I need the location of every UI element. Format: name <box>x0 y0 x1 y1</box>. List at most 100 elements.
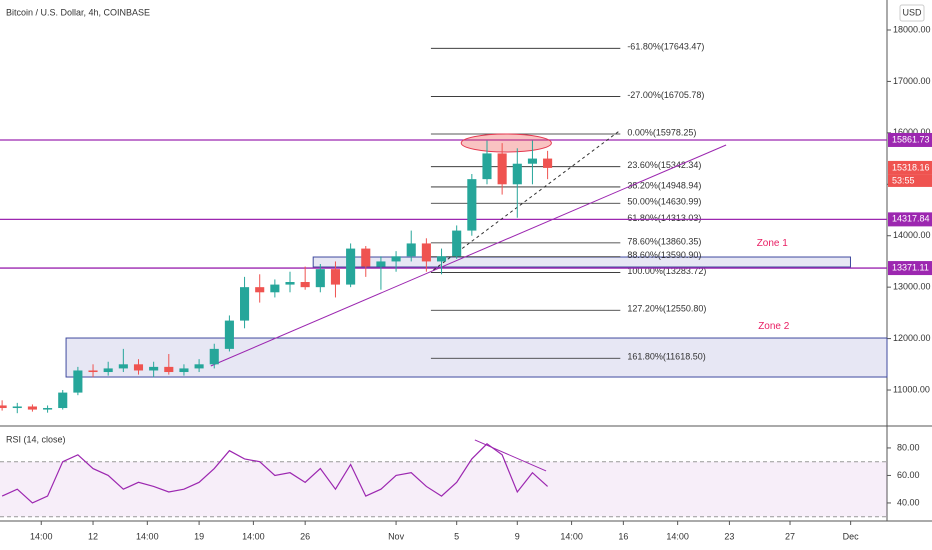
candle-body <box>421 243 431 262</box>
x-tick-label: 5 <box>454 531 459 541</box>
candle-body <box>103 368 113 373</box>
candle-body <box>527 158 537 164</box>
y-tick-label: 60.00 <box>897 470 920 480</box>
rsi-band <box>0 461 887 517</box>
candle-body <box>406 243 416 257</box>
candle-body <box>361 248 371 267</box>
candle-body <box>315 269 325 288</box>
currency: USD <box>902 7 922 17</box>
candle-body <box>194 364 204 369</box>
x-tick-label: 14:00 <box>30 531 53 541</box>
fib-label: 50.00%(14630.99) <box>627 197 701 207</box>
x-tick-label: 12 <box>88 531 98 541</box>
candle-body <box>285 282 295 285</box>
candle-body <box>73 370 83 393</box>
x-tick-label: 9 <box>515 531 520 541</box>
x-tick-label: 14:00 <box>136 531 159 541</box>
candle-body <box>467 179 477 231</box>
y-tick-label: 40.00 <box>897 497 920 507</box>
zone-box <box>65 337 888 378</box>
y-tick-label: 18000.00 <box>893 24 931 34</box>
candle-body <box>240 287 250 321</box>
candle-body <box>543 158 553 168</box>
candle-body <box>149 366 159 371</box>
fib-label: 88.60%(13590.90) <box>627 250 701 260</box>
zone-label: Zone 2 <box>758 321 790 332</box>
candle-body <box>391 256 401 262</box>
candle-body <box>436 256 447 262</box>
candle-body <box>300 282 310 288</box>
highlight-ellipse <box>460 133 552 153</box>
last-price-tag-bg <box>888 160 932 175</box>
y-tick-label: 17000.00 <box>893 76 931 86</box>
y-tick-label: 80.00 <box>897 442 920 452</box>
candle-body <box>497 153 507 185</box>
x-tick-label: 14:00 <box>242 531 265 541</box>
fib-label: 100.00%(13283.72) <box>627 266 706 276</box>
zone-label: Zone 1 <box>757 238 789 249</box>
y-tick-label: 11000.00 <box>893 384 930 394</box>
fib-label: -27.00%(16705.78) <box>627 90 704 100</box>
x-tick-label: 23 <box>724 531 734 541</box>
x-tick-label: 14:00 <box>666 531 689 541</box>
x-tick-label: 19 <box>194 531 204 541</box>
fib-label: 78.60%(13860.35) <box>627 236 701 246</box>
candle-body <box>58 392 68 409</box>
candle-body <box>255 287 265 293</box>
candle-body <box>43 408 53 410</box>
candle-body <box>118 364 128 369</box>
candle-body <box>482 153 492 180</box>
divergence-line <box>474 439 547 472</box>
candle-body <box>12 406 22 409</box>
trend-line <box>433 129 621 271</box>
candle-body <box>164 366 174 373</box>
candle-body <box>346 248 356 285</box>
x-tick-label: Nov <box>388 531 405 541</box>
countdown: 53:55 <box>892 175 915 185</box>
fib-label: 0.00%(15978.25) <box>627 127 696 137</box>
candle-body <box>330 269 341 285</box>
x-tick-label: Dec <box>843 531 860 541</box>
y-tick-label: 12000.00 <box>893 333 931 343</box>
currency-button[interactable] <box>899 4 925 22</box>
candle-body <box>376 261 386 267</box>
candle-body <box>179 368 189 373</box>
level-tag: 14317.84 <box>892 214 930 224</box>
chart-title: Bitcoin / U.S. Dollar, 4h, COINBASE <box>6 7 150 17</box>
candle-body <box>452 230 462 257</box>
fib-label: 161.80%(11618.50) <box>627 352 705 362</box>
fib-label: 127.20%(12550.80) <box>627 304 706 314</box>
candle-body <box>270 284 280 293</box>
candle-body <box>133 364 144 371</box>
fib-label: 23.60%(15342.34) <box>627 160 701 170</box>
x-tick-label: 16 <box>618 531 628 541</box>
level-tag-bg <box>888 212 932 227</box>
level-tag: 15861.73 <box>892 134 930 144</box>
last-price-tag: 15318.16 <box>892 162 930 172</box>
level-tag-bg <box>888 261 932 276</box>
countdown-bg <box>888 174 932 187</box>
y-tick-label: 14000.00 <box>893 230 931 240</box>
level-tag-bg <box>888 132 932 147</box>
x-tick-label: 26 <box>300 531 310 541</box>
y-tick-label: 16000.00 <box>893 127 931 137</box>
level-tag: 13371.11 <box>892 262 929 272</box>
candle-body <box>512 163 522 185</box>
fib-label: -61.80%(17643.47) <box>627 42 704 52</box>
trend-line <box>210 144 727 367</box>
fib-label: 61.80%(14313.03) <box>627 213 701 223</box>
candle-body <box>209 348 219 365</box>
candle-body <box>0 405 7 409</box>
candle-body <box>88 370 98 373</box>
candle-body <box>224 320 234 349</box>
x-tick-label: 27 <box>785 531 795 541</box>
y-tick-label: 13000.00 <box>893 282 931 292</box>
candle-body <box>27 406 37 410</box>
rsi-line <box>1 443 548 504</box>
x-tick-label: 14:00 <box>560 531 583 541</box>
rsi-title: RSI (14, close) <box>6 434 66 444</box>
fib-label: 38.20%(14948.94) <box>627 180 701 190</box>
